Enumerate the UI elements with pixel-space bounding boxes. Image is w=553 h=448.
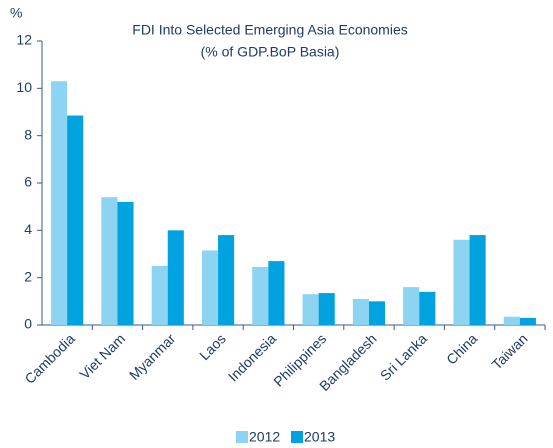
bar — [51, 81, 68, 325]
legend-label: 2012 — [249, 429, 280, 445]
x-tick-label: China — [443, 330, 480, 367]
y-tick-label: 6 — [24, 174, 32, 190]
legend-swatch — [291, 431, 303, 443]
x-tick-label: Myanmar — [126, 330, 179, 383]
y-tick-label: 8 — [24, 126, 32, 142]
bar — [302, 294, 319, 325]
bar — [352, 298, 369, 325]
bar — [403, 287, 420, 325]
bar — [469, 235, 486, 325]
bar — [519, 317, 536, 325]
y-tick-label: 0 — [24, 316, 32, 332]
legend-label: 2013 — [304, 429, 335, 445]
bar — [503, 316, 520, 325]
x-tick-label: Cambodia — [21, 330, 78, 387]
x-tick-label: Viet Nam — [76, 330, 128, 382]
y-tick-label: 10 — [16, 79, 32, 95]
chart-title: FDI Into Selected Emerging Asia Economie… — [132, 22, 407, 38]
x-tick-label: Sri Lanka — [377, 330, 430, 383]
bar — [268, 261, 285, 325]
bar — [419, 291, 436, 325]
bar — [368, 301, 386, 325]
bar — [117, 201, 134, 325]
bar — [67, 115, 84, 325]
x-tick-label: Taiwan — [488, 330, 530, 372]
x-tick-label: Laos — [196, 330, 229, 363]
bar — [252, 267, 269, 325]
y-tick-label: 2 — [24, 268, 32, 284]
bar — [101, 197, 118, 325]
bar — [218, 235, 235, 325]
bar — [453, 239, 470, 325]
bar — [318, 293, 335, 325]
bar — [201, 250, 219, 325]
chart-subtitle: (% of GDP.BoP Basia) — [201, 44, 340, 60]
bar — [151, 265, 168, 325]
y-axis-label: % — [10, 5, 22, 21]
y-tick-label: 4 — [24, 221, 32, 237]
y-tick-label: 12 — [16, 32, 32, 48]
legend-swatch — [236, 431, 248, 443]
bar — [167, 230, 184, 325]
